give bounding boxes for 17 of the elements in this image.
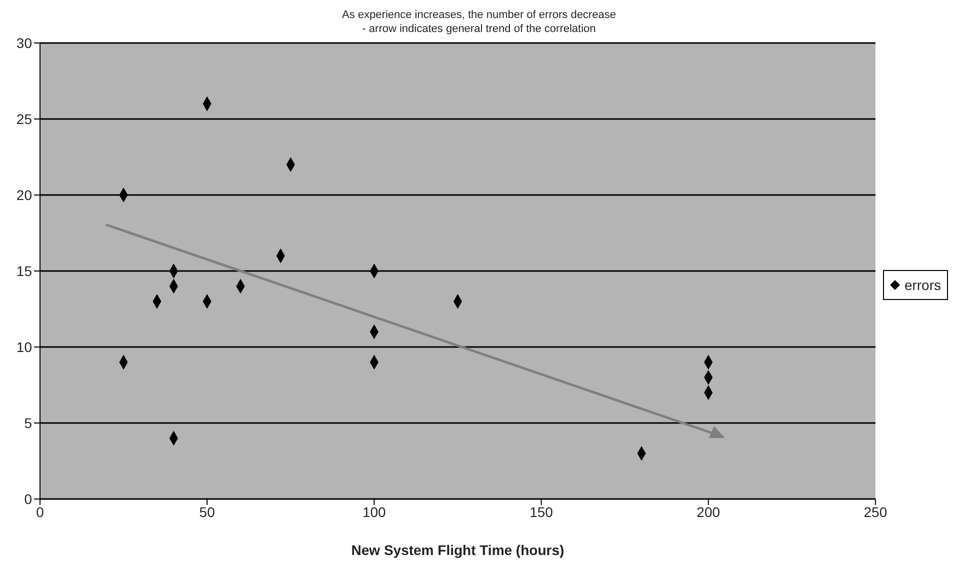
y-tick-label: 10: [16, 338, 32, 355]
y-tick-label: 0: [24, 490, 32, 507]
chart-subtitle: - arrow indicates general trend of the correlation: [361, 22, 597, 36]
y-tick-label: 5: [24, 414, 32, 431]
y-tick-label: 20: [16, 186, 32, 203]
x-tick-label: 250: [864, 504, 888, 520]
x-axis-title: New System Flight Time (hours): [351, 542, 564, 558]
x-tick-label: 200: [696, 504, 720, 520]
x-tick-label: 100: [362, 504, 386, 520]
x-tick-label: 0: [36, 504, 44, 520]
x-tick-label: 150: [530, 504, 554, 520]
x-tick-label: 50: [199, 504, 216, 520]
legend-label: errors: [904, 276, 941, 292]
y-tick-label: 25: [16, 110, 32, 127]
y-tick-label: 30: [16, 34, 32, 51]
y-tick-label: 15: [16, 262, 32, 279]
chart-title: As experience increases, the number of errors decrease: [341, 8, 617, 22]
